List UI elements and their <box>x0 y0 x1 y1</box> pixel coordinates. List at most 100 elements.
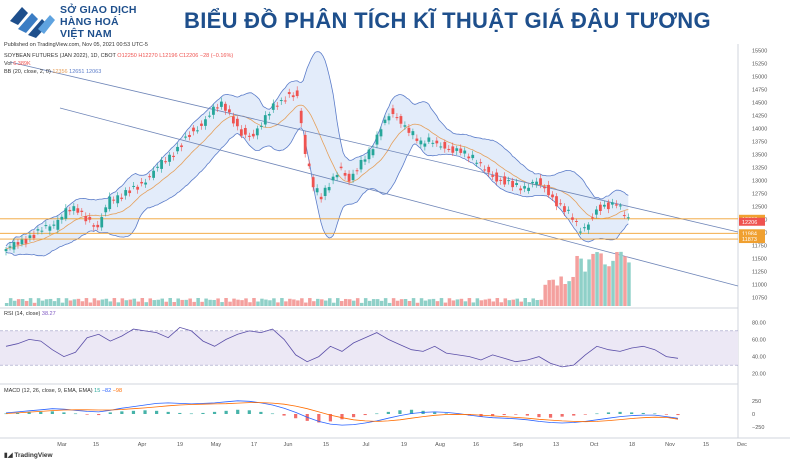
candle-body <box>32 234 36 239</box>
volume-bar <box>471 302 476 306</box>
candle-body <box>108 196 112 210</box>
macd-histogram-bar <box>39 411 43 414</box>
volume-bar <box>527 302 531 306</box>
candle-body <box>311 177 315 188</box>
macd-histogram-bar <box>85 414 89 415</box>
macd-histogram-bar <box>155 410 159 414</box>
volume-bar <box>523 298 527 306</box>
macd-histogram-bar <box>73 413 78 415</box>
candle-body <box>579 231 582 233</box>
time-axis-tick: 15 <box>93 442 99 448</box>
volume-bar <box>108 301 113 306</box>
price-label-text: 11873 <box>742 237 757 243</box>
macd-histogram-bar <box>166 411 170 414</box>
time-axis-tick: 16 <box>473 442 479 448</box>
volume-bar <box>419 298 424 306</box>
candle-body <box>267 113 271 116</box>
bollinger-basis-line <box>5 104 629 250</box>
candle-body <box>383 119 387 124</box>
volume-bar <box>160 298 164 306</box>
volume-bar <box>12 300 17 306</box>
volume-bar <box>595 252 599 306</box>
bollinger-lower-line <box>5 127 629 257</box>
volume-bar <box>260 298 264 306</box>
macd-histogram-bar <box>618 411 622 414</box>
volume-bar <box>599 253 603 306</box>
volume-bar <box>623 256 627 306</box>
volume-bar <box>112 298 117 306</box>
volume-bar <box>300 298 304 306</box>
candle-body <box>626 217 630 219</box>
volume-bar <box>28 298 33 306</box>
candle-body <box>172 155 175 158</box>
candle-body <box>431 142 435 144</box>
volume-bar <box>120 298 125 306</box>
candle-body <box>399 116 403 124</box>
volume-bar <box>443 302 448 306</box>
time-axis-tick: Apr <box>138 442 147 448</box>
candle-body <box>291 95 295 98</box>
macd-histogram-bar <box>270 413 275 415</box>
volume-bar <box>24 300 29 306</box>
volume-bar <box>268 300 272 306</box>
price-axis-tick: 14500 <box>752 101 767 107</box>
rsi-axis-tick: 80.00 <box>752 320 766 326</box>
volume-bar <box>64 298 69 306</box>
macd-histogram-bar <box>386 411 390 414</box>
candle-body <box>40 230 44 232</box>
candle-body <box>283 100 287 102</box>
ohlc-values: O12250 H12270 L12196 C12206 −28 (−0.16%) <box>117 53 234 59</box>
channel-upper-line <box>9 61 739 233</box>
candle-body <box>216 107 219 109</box>
candle-body <box>315 188 319 193</box>
price-axis-tick: 14250 <box>752 114 767 120</box>
candle-body <box>271 103 275 110</box>
volume-bar <box>292 299 296 306</box>
candle-body <box>235 118 239 127</box>
candle-body <box>299 110 303 124</box>
volume-bar <box>168 298 172 306</box>
macd-histogram-bar <box>247 410 251 414</box>
candle-body <box>415 138 419 141</box>
candle-body <box>80 210 84 212</box>
macd-histogram-bar <box>398 410 402 414</box>
candle-body <box>419 140 423 145</box>
candle-body <box>16 242 20 245</box>
candle-body <box>84 215 88 222</box>
volume-bar <box>4 303 9 306</box>
volume-bar <box>559 276 563 306</box>
volume-bar <box>88 302 93 306</box>
time-axis-tick: Jul <box>362 442 369 448</box>
bollinger-basis-value: 12356 <box>52 69 68 75</box>
candle-body <box>459 148 463 153</box>
candle-body <box>375 134 379 145</box>
bollinger-legend: BB (20, close, 2, 0) 12356 12651 12063 <box>4 69 101 75</box>
candle-body <box>475 162 479 164</box>
candle-body <box>212 106 215 115</box>
candle-body <box>76 208 80 213</box>
candle-body <box>100 217 104 228</box>
volume-bar <box>587 259 591 306</box>
volume-bar <box>375 299 380 306</box>
macd-histogram-bar <box>537 414 541 418</box>
volume-bar <box>188 298 192 306</box>
candle-body <box>164 161 167 163</box>
candle-body <box>547 184 550 196</box>
candle-body <box>335 174 339 178</box>
candle-body <box>307 163 311 167</box>
volume-bar <box>200 301 204 306</box>
volume-bar <box>208 299 212 306</box>
candle-body <box>491 175 495 177</box>
volume-bar <box>555 285 559 306</box>
volume-bar <box>571 276 575 306</box>
volume-bar <box>256 301 260 306</box>
volume-bar <box>495 298 500 306</box>
candle-body <box>551 194 554 198</box>
candle-body <box>243 128 247 135</box>
macd-line-value: −82 <box>101 388 112 394</box>
candle-body <box>152 170 155 178</box>
volume-bar <box>144 302 149 306</box>
time-axis-tick: Jun <box>284 442 293 448</box>
candle-body <box>303 134 307 154</box>
bollinger-band-fill <box>6 51 629 256</box>
